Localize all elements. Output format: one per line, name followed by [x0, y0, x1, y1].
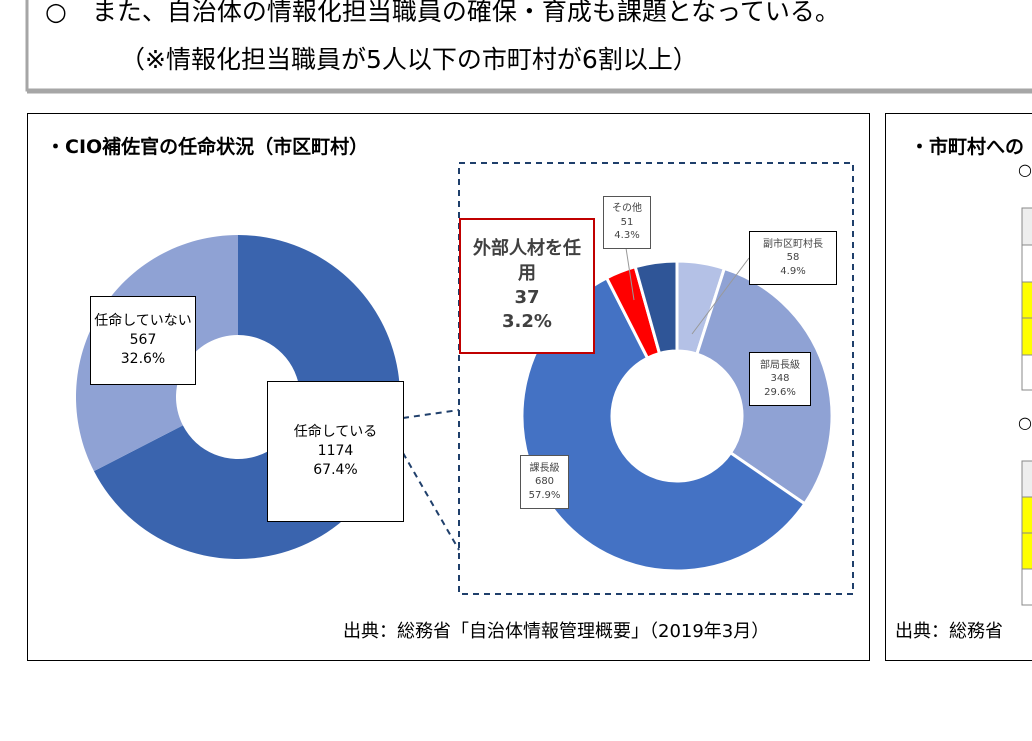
label-value: 348 [770, 373, 790, 385]
label-percent: 4.3% [614, 230, 640, 242]
left-panel [27, 113, 870, 661]
label-percent: 57.9% [528, 489, 561, 501]
header-line: ○ また、自治体の情報化担当職員の確保・育成も課題となっている。 [45, 0, 840, 26]
leader-line [625, 247, 635, 301]
panel-title: ・市町村への [910, 136, 1025, 158]
connector [402, 409, 460, 419]
label-value: 1174 [317, 443, 354, 460]
donut-slice [633, 259, 679, 356]
bullet: ○ [1018, 413, 1032, 432]
label-percent: 32.6% [120, 350, 166, 367]
connector [402, 452, 460, 551]
label-category: 任命している [293, 424, 378, 441]
data-label: その他 51 4.3% [603, 196, 651, 249]
label-value: 37 [514, 287, 540, 308]
label-category: 部局長級 [760, 359, 800, 371]
header-box [25, 0, 1032, 92]
header-line: （※情報化担当職員が5人以下の市町村が6割以上） [120, 45, 698, 74]
label-value: 680 [534, 476, 555, 488]
data-label: 課長級 680 57.9% [520, 455, 569, 509]
data-label: 副市区町村長 58 4.9% [749, 231, 837, 285]
data-label: 任命していない 567 32.6% [90, 296, 196, 385]
label-category: 任命していない [94, 313, 192, 330]
label-value: 58 [786, 252, 800, 264]
data-label: 任命している 1174 67.4% [267, 381, 404, 522]
label-percent: 67.4% [313, 461, 358, 478]
label-category: 外部人材を任用 [473, 238, 581, 284]
label-percent: 3.2% [502, 311, 552, 333]
label-percent: 4.9% [780, 265, 806, 277]
table-cell [1021, 496, 1032, 534]
table-header [1021, 460, 1032, 498]
leader-line [691, 257, 750, 335]
table-cell [1021, 281, 1032, 319]
label-category: その他 [612, 203, 642, 215]
bullet: ○ [1018, 160, 1032, 179]
source: 出典：総務省「自治体情報管理概要」（2019年3月） [343, 621, 770, 642]
label-category: 副市区町村長 [763, 238, 823, 250]
label-value: 51 [620, 216, 634, 228]
right-panel [885, 113, 1032, 661]
label-category: 課長級 [529, 462, 560, 474]
zoom-box [458, 162, 854, 595]
label-percent: 29.6% [764, 386, 796, 398]
label-value: 567 [129, 332, 157, 349]
source: 出典：総務省 [895, 621, 1003, 642]
data-label: 外部人材を任用 37 3.2% [459, 218, 595, 354]
table-cell [1021, 317, 1032, 356]
table-cell [1021, 532, 1032, 570]
panel-title: ・CIO補佐官の任命状況（市区町村） [46, 136, 369, 158]
table-header [1021, 207, 1032, 246]
data-label: 部局長級 348 29.6% [749, 352, 811, 406]
